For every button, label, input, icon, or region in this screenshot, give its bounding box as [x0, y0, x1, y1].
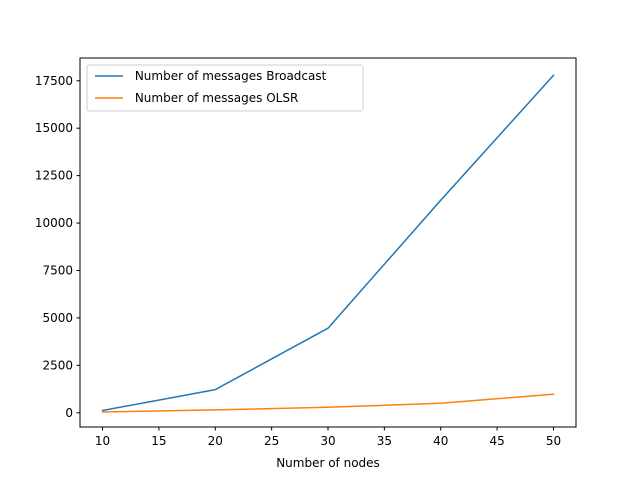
legend-label: Number of messages Broadcast: [131, 69, 327, 83]
y-tick-label: 15000: [35, 121, 73, 135]
y-tick-label: 12500: [35, 169, 73, 183]
x-axis: 10 15 20 25 30 35 40 45 50: [95, 427, 561, 448]
x-tick-label: 20: [208, 434, 223, 448]
y-tick-label: 10000: [35, 216, 73, 230]
x-tick-label: 25: [264, 434, 279, 448]
x-tick-label: 30: [320, 434, 335, 448]
y-tick-label: 2500: [42, 358, 73, 372]
y-tick-label: 0: [65, 406, 73, 420]
x-tick-label: 15: [151, 434, 166, 448]
legend-label: Number of messages OLSR: [131, 91, 298, 105]
series-line-broadcast: [101, 74, 555, 412]
plot-area: [101, 74, 555, 413]
legend-box: [86, 64, 364, 112]
x-axis-title: Number of nodes: [276, 456, 380, 470]
y-axis: 0 2500 5000 7500 10000 12500 15000 17500: [35, 74, 80, 420]
y-tick-label: 7500: [42, 263, 73, 277]
x-tick-label: 10: [95, 434, 110, 448]
x-tick-label: 35: [377, 434, 392, 448]
y-tick-label: 5000: [42, 311, 73, 325]
x-tick-label: 45: [489, 434, 504, 448]
y-tick-label: 17500: [35, 74, 73, 88]
legend: Number of messages Broadcast Number of m…: [86, 64, 364, 112]
series-line-olsr: [101, 393, 555, 413]
x-tick-label: 50: [546, 434, 561, 448]
x-tick-label: 40: [433, 434, 448, 448]
